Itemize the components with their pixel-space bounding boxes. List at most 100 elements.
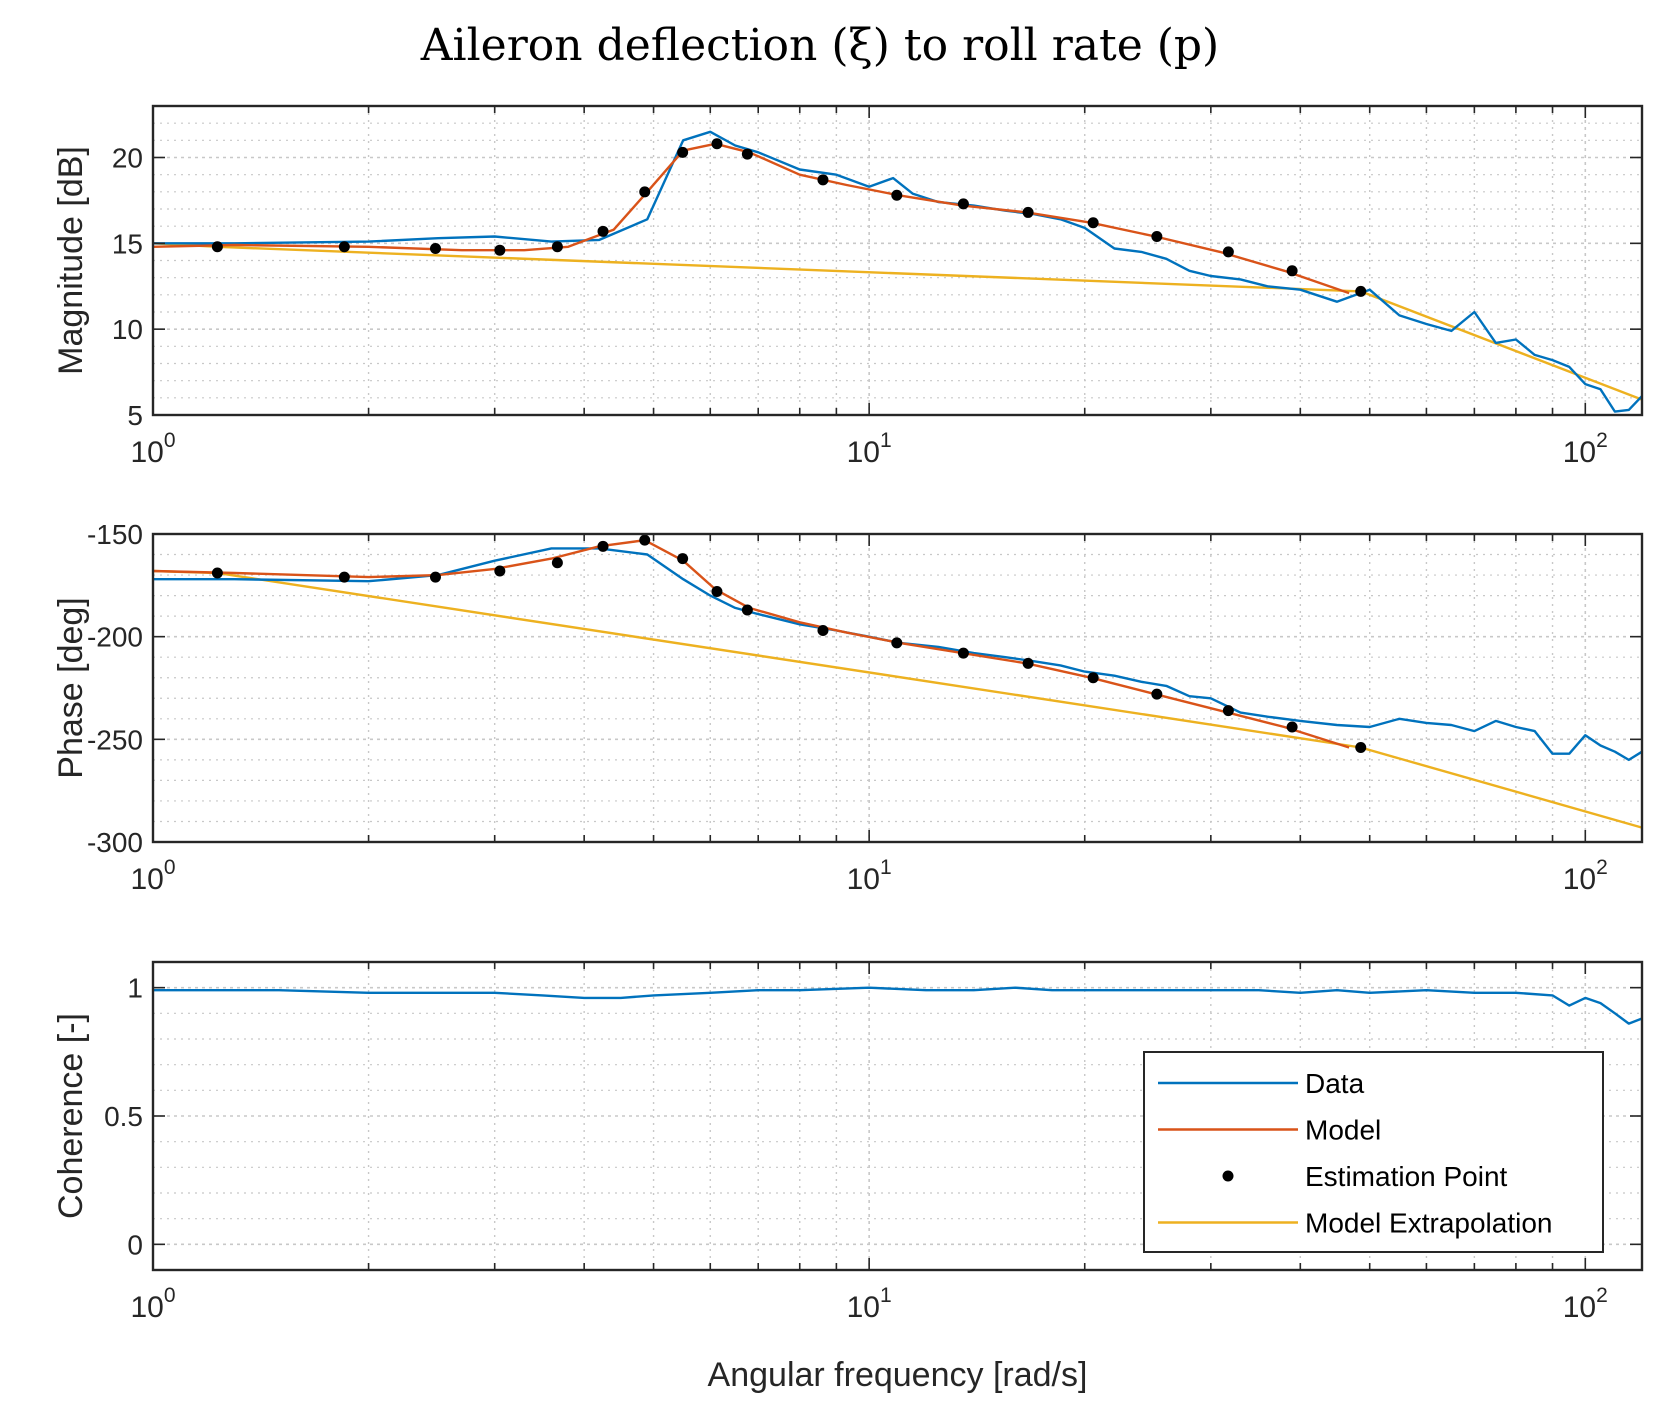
estimation-point — [1151, 688, 1163, 700]
estimation-point — [1087, 672, 1099, 684]
estimation-point — [741, 604, 753, 616]
plot-area — [153, 534, 1642, 842]
series-group — [152, 130, 1643, 413]
x-tick-label-base: 10 — [847, 863, 880, 896]
estimation-point — [1222, 705, 1234, 717]
estimation-point — [551, 241, 563, 253]
x-tick-label-exponent: 0 — [164, 1284, 176, 1307]
estimation-point — [1022, 657, 1034, 669]
y-tick-label: -200 — [87, 622, 143, 653]
grid — [152, 533, 1642, 843]
estimation-point — [1087, 217, 1099, 229]
estimation-point — [741, 148, 753, 160]
estimation-point — [1286, 721, 1298, 733]
data-line — [153, 986, 1643, 1025]
x-tick-label-exponent: 1 — [880, 429, 892, 452]
y-tick-label: 1 — [127, 973, 143, 1004]
estimation-point — [639, 186, 651, 198]
x-tick-label-exponent: 2 — [1596, 1284, 1608, 1307]
legend: Data Model Estimation Point Model Extrapola… — [1143, 1051, 1604, 1253]
plot-area — [153, 106, 1642, 415]
estimation-point — [957, 647, 969, 659]
estimation-point — [1355, 285, 1367, 297]
estimation-point — [429, 571, 441, 583]
estimation-point — [494, 244, 506, 256]
estimation-point — [494, 565, 506, 577]
x-tick-label-base: 10 — [130, 863, 163, 896]
estimation-point — [211, 241, 223, 253]
x-tick-label-exponent: 2 — [1596, 856, 1608, 879]
legend-label-model: Model — [1305, 1115, 1381, 1146]
x-tick-label-exponent: 0 — [164, 856, 176, 879]
estimation-point — [891, 637, 903, 649]
x-tick-label-base: 10 — [1563, 863, 1596, 896]
series-group — [152, 534, 1643, 829]
y-tick-label: 0 — [127, 1229, 143, 1260]
y-tick-label: 0.5 — [104, 1101, 143, 1132]
x-axis-label: Angular frequency [rad/s] — [708, 1356, 1088, 1394]
y-tick-label: 10 — [112, 314, 143, 345]
data-line — [153, 547, 1643, 762]
estimation-point — [1022, 206, 1034, 218]
x-tick-label: 102 — [1563, 429, 1608, 469]
data-line — [153, 130, 1643, 413]
x-tick-label-exponent: 0 — [164, 429, 176, 452]
estimation-point — [1355, 742, 1367, 754]
estimation-point — [711, 585, 723, 597]
estimation-point — [817, 174, 829, 186]
x-tick-label-base: 10 — [847, 1291, 880, 1324]
x-tick-label-exponent: 1 — [880, 856, 892, 879]
estimation-point — [957, 198, 969, 210]
y-axis-label: Phase [deg] — [52, 597, 90, 778]
estimation-point — [338, 571, 350, 583]
estimation-point — [597, 225, 609, 237]
x-tick-label-exponent: 1 — [880, 1284, 892, 1307]
x-tick-label-base: 10 — [847, 436, 880, 469]
estimation-point — [597, 540, 609, 552]
y-tick-label: -250 — [87, 724, 143, 755]
estimation-point — [429, 242, 441, 254]
y-tick-label: -300 — [87, 827, 143, 858]
y-tick-label: -150 — [87, 519, 143, 550]
y-tick-label: 5 — [127, 400, 143, 431]
estimation-point — [817, 625, 829, 637]
legend-box — [1143, 1051, 1604, 1253]
x-tick-label: 100 — [130, 429, 175, 469]
x-tick-label: 101 — [847, 1284, 892, 1324]
y-axis-label: Coherence [-] — [52, 1013, 90, 1219]
series-group — [153, 986, 1643, 1025]
estimation-point — [551, 557, 563, 569]
y-tick-label: 15 — [112, 228, 143, 259]
y-axis-label: Magnitude [dB] — [52, 146, 90, 375]
x-tick-label-base: 10 — [130, 1291, 163, 1324]
x-tick-label: 101 — [847, 429, 892, 469]
x-tick-label-base: 10 — [130, 436, 163, 469]
legend-label-model-extrapolation: Model Extrapolation — [1305, 1208, 1552, 1239]
estimation-point — [1151, 230, 1163, 242]
legend-label-estimation-point: Estimation Point — [1305, 1161, 1508, 1192]
x-tick-label: 100 — [130, 1284, 175, 1324]
x-tick-label-base: 10 — [1563, 1291, 1596, 1324]
estimation-point — [677, 553, 689, 565]
x-tick-label-base: 10 — [1563, 436, 1596, 469]
x-tick-label-exponent: 2 — [1596, 429, 1608, 452]
x-tick-label: 101 — [847, 856, 892, 896]
axes-box — [151, 104, 1644, 417]
x-tick-label: 100 — [130, 856, 175, 896]
figure-title: Aileron deflection (ξ) to roll rate (p) — [420, 20, 1219, 71]
x-tick-label: 102 — [1563, 856, 1608, 896]
x-tick-label: 102 — [1563, 1284, 1608, 1324]
y-tick-label: 20 — [112, 143, 143, 174]
axes-box — [151, 532, 1644, 844]
estimation-point — [338, 241, 350, 253]
estimation-point — [677, 146, 689, 158]
estimation-point — [891, 189, 903, 201]
estimation-points — [211, 138, 1367, 297]
estimation-point — [1222, 246, 1234, 258]
legend-marker-estimation-point — [1222, 1170, 1234, 1182]
estimation-point — [639, 534, 651, 546]
estimation-point — [211, 567, 223, 579]
legend-label-data: Data — [1305, 1068, 1365, 1099]
